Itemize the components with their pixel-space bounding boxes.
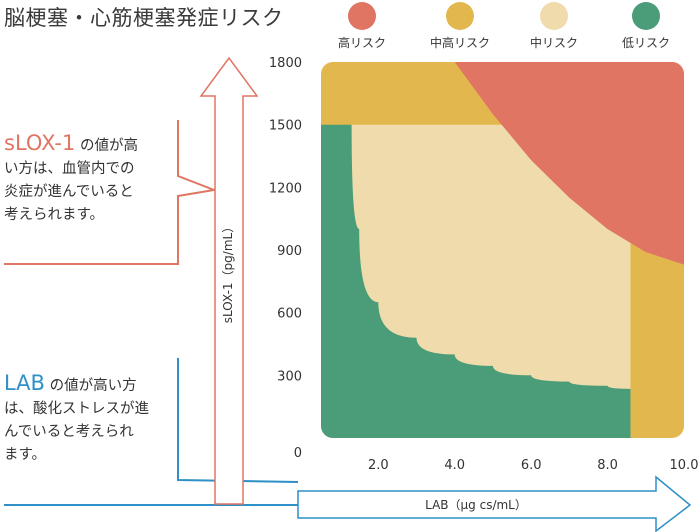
- lab-note-text-1: の値が高い方: [44, 378, 137, 394]
- legend-dot-low: [632, 2, 660, 30]
- legend-label: 中高リスク: [429, 36, 490, 50]
- slox-note-text-1: の値が高: [75, 138, 138, 154]
- x-tick-label: 8.0: [597, 458, 618, 473]
- legend-low-risk: 低リスク: [606, 2, 686, 51]
- plot-area: [321, 62, 684, 438]
- slox-note-line-3: 炎症が進んでいると: [4, 184, 134, 200]
- y-tick-label: 900: [277, 244, 302, 259]
- legend-label: 高リスク: [337, 36, 386, 50]
- region-mid-risk: [351, 124, 631, 389]
- lab-note-line-3: んでいると考えられ: [4, 424, 134, 440]
- y-tick-label: 1200: [269, 181, 302, 196]
- x-tick-label: 6.0: [521, 458, 542, 473]
- legend-dot-high: [348, 2, 376, 30]
- slox-keyword: sLOX-1: [4, 131, 76, 155]
- legend-mid-risk: 中リスク: [514, 2, 594, 51]
- chart-title: 脳梗塞・心筋梗塞発症リスク: [4, 6, 284, 30]
- x-tick-label: 10.0: [670, 458, 699, 473]
- y-tick-label: 600: [277, 307, 302, 322]
- x-ticks: 2.0 4.0 6.0 8.0 10.0: [368, 458, 699, 473]
- y-axis-arrow: [199, 56, 259, 505]
- lab-note-line-2: は、酸化ストレスが進: [4, 401, 149, 417]
- region-low-risk: [321, 124, 631, 438]
- slox-note-line-2: い方は、血管内での: [4, 161, 135, 177]
- legend-label: 低リスク: [621, 36, 670, 50]
- slox-note: sLOX-1 の値が高 い方は、血管内での 炎症が進んでいると 考えられます。: [4, 132, 138, 227]
- y-tick-label: 1500: [269, 119, 302, 134]
- lab-keyword: LAB: [4, 371, 45, 395]
- x-tick-label: 2.0: [368, 458, 389, 473]
- legend-high-risk: 高リスク: [322, 2, 402, 51]
- legend-dot-mid-high: [446, 2, 474, 30]
- slox-note-line-1: sLOX-1 の値が高: [4, 132, 138, 158]
- legend-dot-mid: [540, 2, 568, 30]
- slox-callout-line: [4, 120, 218, 265]
- y-ticks: 0 300 600 900 1200 1500 1800: [269, 56, 302, 461]
- y-tick-label: 300: [277, 369, 302, 384]
- region-high-risk: [454, 62, 684, 265]
- slox-note-line-4: 考えられます。: [4, 207, 105, 223]
- y-tick-label: 1800: [269, 56, 302, 71]
- lab-callout-line-1: [177, 358, 299, 483]
- lab-note: LAB の値が高い方 は、酸化ストレスが進 んでいると考えられ ます。: [4, 372, 149, 467]
- legend-mid-high-risk: 中高リスク: [420, 2, 500, 51]
- y-axis-label: sLOX-1（pg/mL）: [221, 221, 235, 323]
- lab-note-line-4: ます。: [4, 447, 47, 463]
- x-axis-label: LAB（µg cs/mL）: [425, 498, 527, 512]
- y-tick-label: 0: [294, 446, 302, 461]
- x-axis-arrow: [297, 475, 692, 532]
- legend-label: 中リスク: [529, 36, 578, 50]
- x-tick-label: 4.0: [444, 458, 465, 473]
- lab-note-line-1: LAB の値が高い方: [4, 372, 149, 398]
